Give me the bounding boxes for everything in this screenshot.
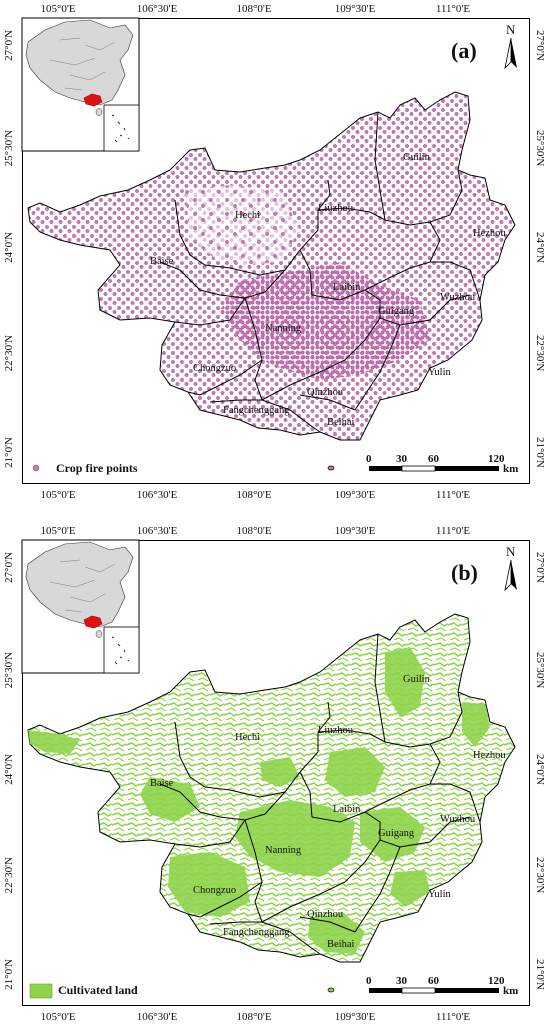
region-label-baise: Baise (150, 256, 174, 267)
lat-tick-right: 25°30'N (534, 652, 546, 689)
lon-tick-top: 109°30'E (334, 525, 376, 537)
scale-bar: 0 30 60 120 km (366, 453, 518, 475)
region-label-guigang: Guigang (378, 306, 415, 317)
lat-tick-right: 22°30'N (534, 335, 546, 372)
region-label-hezhou: Hezhou (473, 750, 506, 761)
lon-tick-top: 105°0'E (40, 525, 76, 537)
region-label-yulin: Yulin (428, 889, 452, 900)
svg-text:0: 0 (366, 975, 372, 987)
region-label-baise: Baise (150, 778, 174, 789)
region-label-wuzhou: Wuzhou (440, 814, 476, 825)
cultivated-patches (28, 647, 490, 954)
svg-text:30: 30 (396, 453, 408, 465)
svg-text:km: km (503, 463, 518, 475)
lat-tick-right: 25°30'N (534, 130, 546, 167)
svg-text:60: 60 (428, 453, 440, 465)
map-canvas: Hechi Liuzhou Guilin Hezhou Baise Laibin… (21, 539, 518, 999)
region-label-laibin: Laibin (333, 804, 361, 815)
map-canvas: Hechi Liuzhou Guilin Hezhou Baise Laibin… (21, 17, 518, 475)
svg-text:N: N (506, 22, 516, 37)
north-arrow: N (504, 544, 517, 592)
lon-tick-bottom: 106°30'E (136, 489, 178, 501)
legend-label: Cultivated land (58, 983, 138, 997)
inset-map (21, 539, 140, 674)
guangxi-highlight (83, 93, 103, 107)
region-label-qinzhou: Qinzhou (307, 909, 344, 920)
svg-text:30: 30 (396, 975, 408, 987)
lon-tick-bottom: 109°30'E (334, 489, 376, 501)
hechi-fire-points (185, 185, 300, 265)
lat-tick-right: 21°0'N (534, 959, 546, 990)
region-label-fangchenggang: Fangchenggang (223, 927, 290, 938)
lon-tick-bottom: 111°0'E (435, 489, 471, 501)
lat-tick-right: 27°0'N (534, 30, 546, 61)
lon-tick-top: 111°0'E (435, 3, 471, 15)
prefecture-boundaries (159, 633, 481, 955)
lon-tick-top: 108°0'E (236, 3, 272, 15)
lon-tick-top: 106°30'E (136, 525, 178, 537)
lat-tick-right: 21°0'N (534, 437, 546, 468)
svg-text:km: km (503, 985, 518, 997)
region-label-beihai: Beihai (327, 939, 354, 950)
dense-fire-area (220, 262, 430, 380)
map-panel-b: 105°0'E 106°30'E 108°0'E 109°30'E 111°0'… (0, 522, 550, 1030)
region-label-hechi: Hechi (235, 210, 260, 221)
svg-text:60: 60 (428, 975, 440, 987)
map-frame (22, 540, 530, 1006)
lon-tick-bottom: 106°30'E (136, 1011, 178, 1023)
region-label-qinzhou: Qinzhou (307, 387, 344, 398)
lon-tick-bottom: 108°0'E (236, 489, 272, 501)
region-label-fangchenggang: Fangchenggang (223, 405, 290, 416)
panel-letter: (b) (451, 560, 478, 585)
lon-tick-top: 111°0'E (435, 525, 471, 537)
lon-tick-bottom: 105°0'E (40, 1011, 76, 1023)
lat-tick-right: 24°0'N (534, 754, 546, 785)
region-label-beihai: Beihai (327, 417, 354, 428)
inset-map (21, 17, 140, 152)
region-label-nanning: Nanning (265, 845, 302, 856)
island (327, 987, 335, 993)
lon-tick-bottom: 105°0'E (40, 489, 76, 501)
svg-text:0: 0 (366, 453, 372, 465)
region-label-guigang: Guigang (378, 828, 415, 839)
legend-label: Crop fire points (56, 461, 138, 475)
region-label-guilin: Guilin (403, 674, 431, 685)
lat-tick-right: 27°0'N (534, 552, 546, 583)
island (327, 465, 335, 471)
prefecture-boundaries (159, 111, 481, 433)
region-label-guilin: Guilin (403, 152, 431, 163)
map-panel-a: 105°0'E 106°30'E 108°0'E 109°30'E 111°0'… (0, 0, 550, 508)
lon-tick-top: 109°30'E (334, 3, 376, 15)
lat-tick-right: 24°0'N (534, 232, 546, 263)
region-label-chongzuo: Chongzuo (193, 885, 236, 896)
lon-tick-top: 105°0'E (40, 3, 76, 15)
region-label-liuzhou: Liuzhou (318, 203, 354, 214)
legend-cultivated-symbol (29, 983, 53, 999)
region-label-liuzhou: Liuzhou (318, 725, 354, 736)
guangxi-highlight (83, 615, 103, 629)
region-label-chongzuo: Chongzuo (193, 363, 236, 374)
region-label-hezhou: Hezhou (473, 228, 506, 239)
svg-text:120: 120 (488, 453, 505, 465)
lon-tick-bottom: 109°30'E (334, 1011, 376, 1023)
region-label-wuzhou: Wuzhou (440, 292, 476, 303)
region-label-nanning: Nanning (265, 323, 302, 334)
scale-bar: 0 30 60 120 km (366, 975, 518, 997)
lon-tick-top: 106°30'E (136, 3, 178, 15)
region-label-yulin: Yulin (428, 367, 452, 378)
north-arrow: N (504, 22, 517, 70)
region-label-laibin: Laibin (333, 282, 361, 293)
svg-text:N: N (506, 544, 516, 559)
svg-text:120: 120 (488, 975, 505, 987)
lon-tick-top: 108°0'E (236, 525, 272, 537)
panel-letter: (a) (451, 38, 477, 63)
lon-tick-bottom: 108°0'E (236, 1011, 272, 1023)
lon-tick-bottom: 111°0'E (435, 1011, 471, 1023)
lat-tick-right: 22°30'N (534, 857, 546, 894)
map-frame (22, 18, 530, 484)
region-label-hechi: Hechi (235, 732, 260, 743)
legend-fire-symbol (32, 464, 40, 472)
